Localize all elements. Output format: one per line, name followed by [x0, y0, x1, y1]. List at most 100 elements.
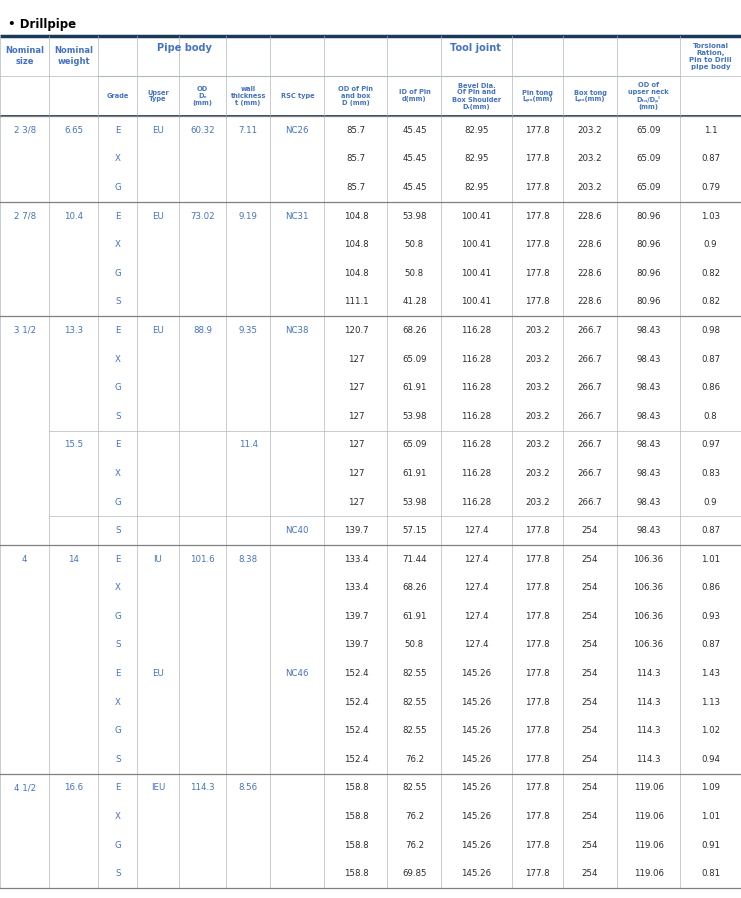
- Text: 85.7: 85.7: [346, 126, 365, 135]
- Text: 254: 254: [582, 812, 598, 821]
- Text: 127.4: 127.4: [464, 526, 489, 535]
- Text: 68.26: 68.26: [402, 584, 427, 593]
- Text: IEU: IEU: [151, 783, 165, 792]
- Text: 203.2: 203.2: [525, 411, 550, 421]
- Text: 45.45: 45.45: [402, 183, 427, 192]
- Text: 127: 127: [348, 355, 364, 364]
- Text: S: S: [115, 526, 120, 535]
- Text: 104.8: 104.8: [344, 212, 368, 221]
- Text: Upser
Type: Upser Type: [147, 90, 169, 102]
- Text: 177.8: 177.8: [525, 555, 550, 564]
- Text: 0.8: 0.8: [704, 411, 717, 421]
- Text: EU: EU: [152, 126, 164, 135]
- Text: 116.28: 116.28: [462, 411, 491, 421]
- Text: 1.43: 1.43: [701, 669, 720, 678]
- Text: Nominal
size: Nominal size: [5, 47, 44, 66]
- Text: 177.8: 177.8: [525, 584, 550, 593]
- Text: 158.8: 158.8: [344, 841, 368, 850]
- Text: 98.43: 98.43: [637, 469, 661, 478]
- Text: 127: 127: [348, 411, 364, 421]
- Text: NC26: NC26: [285, 126, 309, 135]
- Text: 76.2: 76.2: [405, 755, 424, 764]
- Text: 127.4: 127.4: [464, 555, 489, 564]
- Text: 0.79: 0.79: [701, 183, 720, 192]
- Text: 203.2: 203.2: [525, 497, 550, 506]
- Text: EU: EU: [152, 326, 164, 335]
- Text: E: E: [115, 212, 120, 221]
- Text: 4: 4: [21, 555, 27, 564]
- Text: 69.85: 69.85: [402, 869, 427, 878]
- Text: 61.91: 61.91: [402, 383, 427, 392]
- Text: wall
thickness
t (mm): wall thickness t (mm): [230, 86, 266, 106]
- Text: E: E: [115, 440, 120, 449]
- Text: 45.45: 45.45: [402, 154, 427, 163]
- Text: 65.09: 65.09: [637, 154, 661, 163]
- Text: 8.56: 8.56: [239, 783, 258, 792]
- Text: 65.09: 65.09: [637, 183, 661, 192]
- Text: S: S: [115, 297, 120, 306]
- Text: 104.8: 104.8: [344, 269, 368, 277]
- Text: Box tong
Lₚₙ(mm): Box tong Lₚₙ(mm): [574, 90, 606, 102]
- Text: 82.95: 82.95: [464, 154, 489, 163]
- Text: 177.8: 177.8: [525, 240, 550, 249]
- Text: 145.26: 145.26: [462, 726, 491, 735]
- Text: 203.2: 203.2: [578, 126, 602, 135]
- Text: 61.91: 61.91: [402, 469, 427, 478]
- Text: 60.32: 60.32: [190, 126, 215, 135]
- Text: 228.6: 228.6: [578, 212, 602, 221]
- Text: 119.06: 119.06: [634, 812, 663, 821]
- Text: 11.4: 11.4: [239, 440, 258, 449]
- Text: 16.6: 16.6: [64, 783, 83, 792]
- Text: 145.26: 145.26: [462, 783, 491, 792]
- Text: 114.3: 114.3: [637, 726, 661, 735]
- Text: 254: 254: [582, 841, 598, 850]
- Text: 0.9: 0.9: [704, 240, 717, 249]
- Text: 50.8: 50.8: [405, 640, 424, 649]
- Text: Pin tong
Lₚₙ(mm): Pin tong Lₚₙ(mm): [522, 90, 553, 102]
- Text: 100.41: 100.41: [462, 297, 491, 306]
- Text: • Drillpipe: • Drillpipe: [8, 18, 76, 31]
- Text: 65.09: 65.09: [402, 355, 427, 364]
- Text: 228.6: 228.6: [578, 240, 602, 249]
- Text: 50.8: 50.8: [405, 240, 424, 249]
- Text: 254: 254: [582, 669, 598, 678]
- Text: OD of Pin
and box
D (mm): OD of Pin and box D (mm): [339, 86, 373, 106]
- Text: 68.26: 68.26: [402, 326, 427, 335]
- Text: 116.28: 116.28: [462, 440, 491, 449]
- Text: 1.1: 1.1: [704, 126, 717, 135]
- Text: 0.87: 0.87: [701, 355, 720, 364]
- Text: 177.8: 177.8: [525, 297, 550, 306]
- Text: 254: 254: [582, 584, 598, 593]
- Text: 82.55: 82.55: [402, 783, 427, 792]
- Text: 203.2: 203.2: [525, 355, 550, 364]
- Text: 80.96: 80.96: [637, 240, 661, 249]
- Text: 127.4: 127.4: [464, 612, 489, 621]
- Text: 1.03: 1.03: [701, 212, 720, 221]
- Text: E: E: [115, 126, 120, 135]
- Text: 2 7/8: 2 7/8: [13, 212, 36, 221]
- Text: 133.4: 133.4: [344, 584, 368, 593]
- Text: 0.91: 0.91: [701, 841, 720, 850]
- Text: 119.06: 119.06: [634, 869, 663, 878]
- Text: 177.8: 177.8: [525, 755, 550, 764]
- Text: 177.8: 177.8: [525, 212, 550, 221]
- Text: 1.02: 1.02: [701, 726, 720, 735]
- Text: Torsional
Ration,
Pin to Drill
pipe body: Torsional Ration, Pin to Drill pipe body: [689, 42, 732, 69]
- Text: 254: 254: [582, 783, 598, 792]
- Text: 15.5: 15.5: [64, 440, 83, 449]
- Text: 158.8: 158.8: [344, 783, 368, 792]
- Text: 53.98: 53.98: [402, 212, 427, 221]
- Text: X: X: [115, 154, 121, 163]
- Text: 203.2: 203.2: [578, 154, 602, 163]
- Text: E: E: [115, 326, 120, 335]
- Text: 53.98: 53.98: [402, 497, 427, 506]
- Text: S: S: [115, 411, 120, 421]
- Text: Pipe body: Pipe body: [157, 43, 212, 53]
- Text: 100.41: 100.41: [462, 212, 491, 221]
- Text: 7.11: 7.11: [239, 126, 258, 135]
- Text: 85.7: 85.7: [346, 183, 365, 192]
- Text: 177.8: 177.8: [525, 183, 550, 192]
- Text: 98.43: 98.43: [637, 526, 661, 535]
- Text: 127: 127: [348, 440, 364, 449]
- Text: IU: IU: [153, 555, 162, 564]
